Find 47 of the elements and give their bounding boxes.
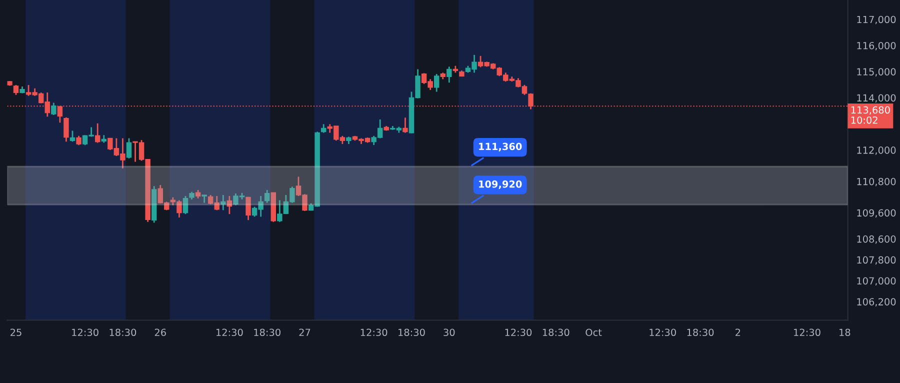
x-tick-label: 12:30	[72, 328, 98, 336]
x-tick-label: 18:30	[687, 328, 714, 336]
x-tick-label: 18:30	[254, 328, 280, 336]
y-tick-label: 109,600	[857, 209, 896, 218]
y-tick-label: 116,000	[857, 42, 896, 50]
y-tick-label: 112,000	[857, 146, 896, 155]
candlestick	[51, 102, 56, 116]
candlestick	[13, 84, 19, 96]
y-tick-label: 117,000	[857, 16, 896, 24]
x-tick-label: 25	[10, 328, 22, 336]
candlestick	[446, 66, 452, 84]
y-tick-label: 107,000	[857, 277, 896, 286]
candlestick	[220, 194, 226, 211]
candlestick	[226, 195, 232, 215]
candlestick	[94, 122, 100, 144]
y-tick-label: 115,000	[857, 68, 896, 76]
y-tick-label: 108,600	[857, 235, 896, 244]
x-tick-label: 18	[840, 328, 850, 336]
candlestick	[434, 73, 440, 92]
candlestick	[76, 135, 82, 146]
x-tick-label: 12:30	[216, 328, 243, 336]
candlestick	[246, 196, 251, 221]
x-tick-label: 12:30	[360, 328, 388, 336]
x-tick-label: 26	[154, 328, 166, 336]
x-tick-label: 12:30	[505, 328, 532, 336]
candlestick	[402, 116, 408, 134]
x-tick-label: 12:30	[794, 328, 820, 336]
annotation: 109,920	[479, 180, 522, 190]
x-tick-label: 30	[444, 328, 455, 336]
x-tick-label: 18:30	[542, 328, 570, 336]
candlestick	[70, 130, 76, 142]
x-tick-label: 2	[736, 328, 740, 336]
ref-line-label: 113,680 10:02	[851, 106, 890, 124]
x-tick-label: 12:30	[650, 328, 676, 336]
candlestick	[64, 116, 69, 142]
x-tick-label: Oct	[586, 328, 602, 336]
annotation: 111,360	[479, 142, 522, 152]
y-tick-label: 114,000	[857, 94, 896, 103]
x-tick-label: 27	[299, 328, 310, 336]
candlestick	[182, 195, 188, 215]
y-tick-label: 110,800	[857, 178, 896, 186]
candlestick	[264, 189, 270, 204]
x-tick-label: 18:30	[398, 328, 425, 336]
candlestick	[126, 138, 132, 160]
y-tick-label: 107,800	[857, 256, 896, 265]
x-tick-label: 18:30	[110, 328, 136, 336]
y-tick-label: 106,200	[857, 298, 896, 306]
